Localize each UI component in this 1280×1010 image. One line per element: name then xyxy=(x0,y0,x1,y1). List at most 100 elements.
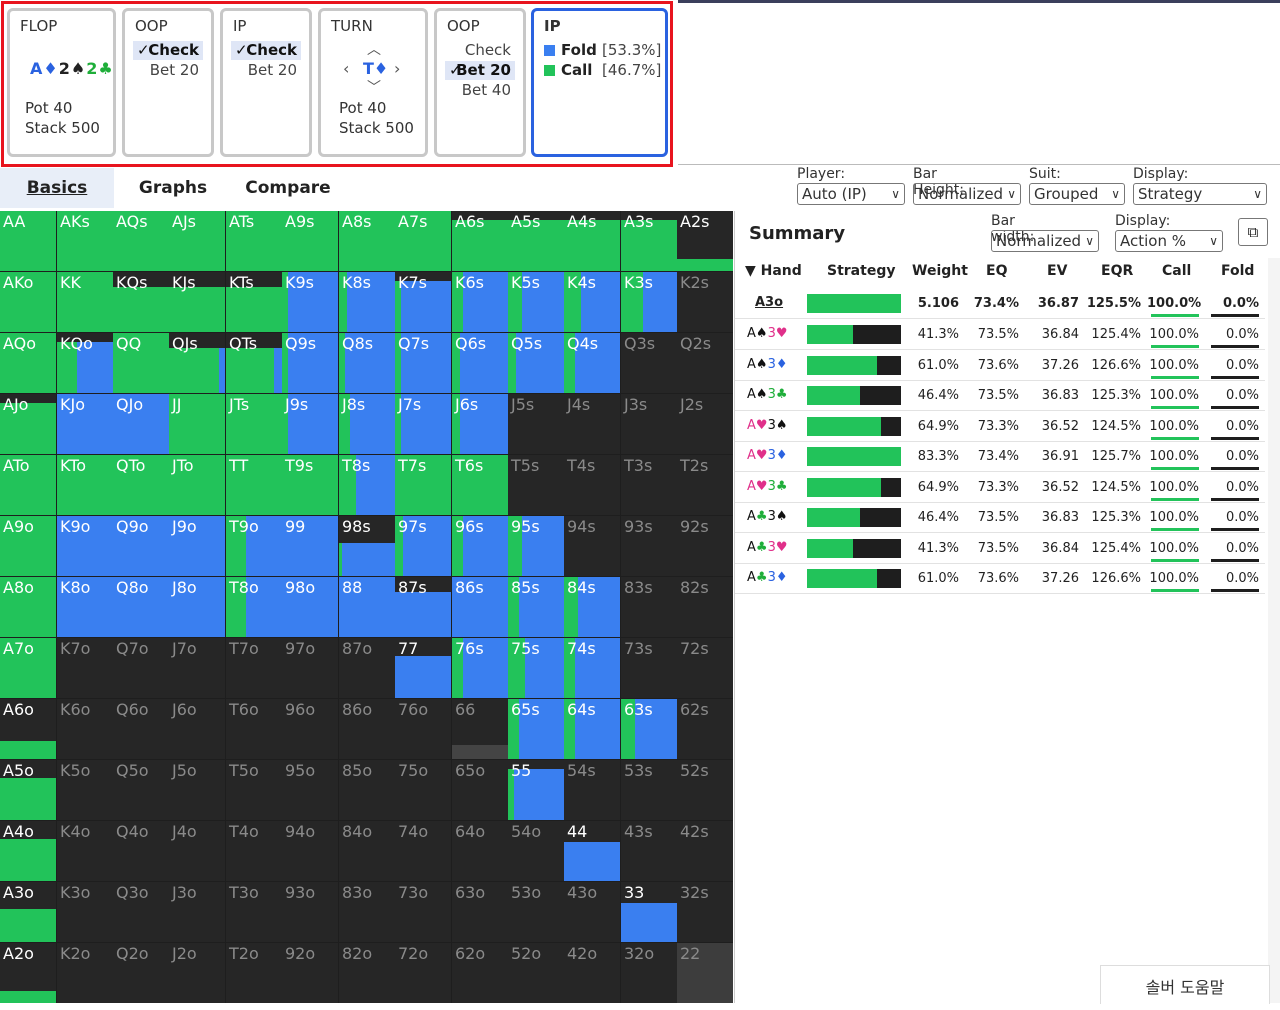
col-ev[interactable]: EV xyxy=(1047,263,1068,279)
col-hand[interactable]: ▼ Hand xyxy=(745,263,802,279)
grid-cell-96o[interactable]: 96o xyxy=(282,699,338,759)
nav-card-oop-1[interactable]: OOP ✓ Check Bet 20 xyxy=(122,8,214,157)
summary-row[interactable]: A♣3♥ 41.3% 73.5% 36.84 125.4% 100.0% 0.0% xyxy=(735,533,1265,564)
chevron-up-icon[interactable]: ︿ xyxy=(367,42,381,58)
grid-cell-43o[interactable]: 43o xyxy=(564,882,620,942)
col-eqr[interactable]: EQR xyxy=(1101,263,1134,279)
grid-cell-94o[interactable]: 94o xyxy=(282,821,338,881)
grid-cell-K9o[interactable]: K9o xyxy=(57,516,113,576)
grid-cell-53s[interactable]: 53s xyxy=(621,760,677,820)
grid-cell-32o[interactable]: 32o xyxy=(621,943,677,1003)
solver-help-button[interactable]: 솔버 도움말 xyxy=(1100,965,1270,1004)
grid-cell-44[interactable]: 44 xyxy=(564,821,620,881)
grid-cell-75o[interactable]: 75o xyxy=(395,760,451,820)
grid-cell-K9s[interactable]: K9s xyxy=(282,272,338,332)
grid-cell-Q9o[interactable]: Q9o xyxy=(113,516,169,576)
grid-cell-T8s[interactable]: T8s xyxy=(339,455,395,515)
grid-cell-A5o[interactable]: A5o xyxy=(0,760,56,820)
grid-cell-A8s[interactable]: A8s xyxy=(339,211,395,271)
grid-cell-JJ[interactable]: JJ xyxy=(169,394,225,454)
grid-cell-AKo[interactable]: AKo xyxy=(0,272,56,332)
grid-cell-JTs[interactable]: JTs xyxy=(226,394,282,454)
grid-cell-K4o[interactable]: K4o xyxy=(57,821,113,881)
grid-cell-A5s[interactable]: A5s xyxy=(508,211,564,271)
bar-height-select[interactable]: Normalized ∨ xyxy=(913,183,1021,205)
grid-cell-J6s[interactable]: J6s xyxy=(452,394,508,454)
grid-cell-65s[interactable]: 65s xyxy=(508,699,564,759)
grid-cell-T8o[interactable]: T8o xyxy=(226,577,282,637)
grid-cell-88[interactable]: 88 xyxy=(339,577,395,637)
grid-cell-AQo[interactable]: AQo xyxy=(0,333,56,393)
grid-cell-T2o[interactable]: T2o xyxy=(226,943,282,1003)
grid-cell-J6o[interactable]: J6o xyxy=(169,699,225,759)
grid-cell-A3o[interactable]: A3o xyxy=(0,882,56,942)
summary-row[interactable]: A♣3♦ 61.0% 73.6% 37.26 126.6% 100.0% 0.0% xyxy=(735,563,1265,594)
grid-cell-A3s[interactable]: A3s xyxy=(621,211,677,271)
grid-cell-85o[interactable]: 85o xyxy=(339,760,395,820)
grid-cell-42o[interactable]: 42o xyxy=(564,943,620,1003)
grid-cell-J9s[interactable]: J9s xyxy=(282,394,338,454)
display-select[interactable]: Strategy ∨ xyxy=(1133,183,1267,205)
grid-cell-55[interactable]: 55 xyxy=(508,760,564,820)
grid-cell-J2s[interactable]: J2s xyxy=(677,394,733,454)
grid-cell-94s[interactable]: 94s xyxy=(564,516,620,576)
grid-cell-A8o[interactable]: A8o xyxy=(0,577,56,637)
grid-cell-98s[interactable]: 98s xyxy=(339,516,395,576)
grid-cell-J3o[interactable]: J3o xyxy=(169,882,225,942)
grid-cell-AJo[interactable]: AJo xyxy=(0,394,56,454)
grid-cell-K2o[interactable]: K2o xyxy=(57,943,113,1003)
grid-cell-98o[interactable]: 98o xyxy=(282,577,338,637)
grid-cell-92s[interactable]: 92s xyxy=(677,516,733,576)
scrollbar[interactable] xyxy=(1268,258,1280,1003)
grid-cell-82s[interactable]: 82s xyxy=(677,577,733,637)
grid-cell-QJs[interactable]: QJs xyxy=(169,333,225,393)
summary-row[interactable]: A♥3♠ 64.9% 73.3% 36.52 124.5% 100.0% 0.0% xyxy=(735,411,1265,442)
grid-cell-63s[interactable]: 63s xyxy=(621,699,677,759)
grid-cell-Q4s[interactable]: Q4s xyxy=(564,333,620,393)
suit-select[interactable]: Grouped ∨ xyxy=(1029,183,1125,205)
grid-cell-72s[interactable]: 72s xyxy=(677,638,733,698)
grid-cell-22[interactable]: 22 xyxy=(677,943,733,1003)
grid-cell-73s[interactable]: 73s xyxy=(621,638,677,698)
grid-cell-T3o[interactable]: T3o xyxy=(226,882,282,942)
grid-cell-K3o[interactable]: K3o xyxy=(57,882,113,942)
grid-cell-KK[interactable]: KK xyxy=(57,272,113,332)
grid-cell-87s[interactable]: 87s xyxy=(395,577,451,637)
grid-cell-T6s[interactable]: T6s xyxy=(452,455,508,515)
grid-cell-93s[interactable]: 93s xyxy=(621,516,677,576)
display2-select[interactable]: Action % ∨ xyxy=(1115,230,1223,252)
grid-cell-A6s[interactable]: A6s xyxy=(452,211,508,271)
summary-row[interactable]: A♠3♥ 41.3% 73.5% 36.84 125.4% 100.0% 0.0% xyxy=(735,319,1265,350)
grid-cell-93o[interactable]: 93o xyxy=(282,882,338,942)
grid-cell-J3s[interactable]: J3s xyxy=(621,394,677,454)
grid-cell-62s[interactable]: 62s xyxy=(677,699,733,759)
grid-cell-73o[interactable]: 73o xyxy=(395,882,451,942)
grid-cell-33[interactable]: 33 xyxy=(621,882,677,942)
option-check[interactable]: Check xyxy=(464,41,511,59)
grid-cell-T9s[interactable]: T9s xyxy=(282,455,338,515)
grid-cell-85s[interactable]: 85s xyxy=(508,577,564,637)
grid-cell-J2o[interactable]: J2o xyxy=(169,943,225,1003)
grid-cell-J5s[interactable]: J5s xyxy=(508,394,564,454)
grid-cell-Q6o[interactable]: Q6o xyxy=(113,699,169,759)
grid-cell-75s[interactable]: 75s xyxy=(508,638,564,698)
grid-cell-52s[interactable]: 52s xyxy=(677,760,733,820)
grid-cell-52o[interactable]: 52o xyxy=(508,943,564,1003)
grid-cell-Q8o[interactable]: Q8o xyxy=(113,577,169,637)
grid-cell-76o[interactable]: 76o xyxy=(395,699,451,759)
grid-cell-63o[interactable]: 63o xyxy=(452,882,508,942)
grid-cell-Q6s[interactable]: Q6s xyxy=(452,333,508,393)
grid-cell-K5o[interactable]: K5o xyxy=(57,760,113,820)
grid-cell-84o[interactable]: 84o xyxy=(339,821,395,881)
grid-cell-87o[interactable]: 87o xyxy=(339,638,395,698)
grid-cell-77[interactable]: 77 xyxy=(395,638,451,698)
grid-cell-92o[interactable]: 92o xyxy=(282,943,338,1003)
grid-cell-KJs[interactable]: KJs xyxy=(169,272,225,332)
col-strategy[interactable]: Strategy xyxy=(827,263,896,279)
grid-cell-A2s[interactable]: A2s xyxy=(677,211,733,271)
option-bet-20[interactable]: ✓ Bet 20 xyxy=(445,61,515,80)
grid-cell-97s[interactable]: 97s xyxy=(395,516,451,576)
grid-cell-K4s[interactable]: K4s xyxy=(564,272,620,332)
nav-card-turn[interactable]: TURN ︿ ‹ T♦ › ﹀ Pot 40 Stack 500 xyxy=(318,8,428,157)
col-fold[interactable]: Fold xyxy=(1221,263,1255,279)
